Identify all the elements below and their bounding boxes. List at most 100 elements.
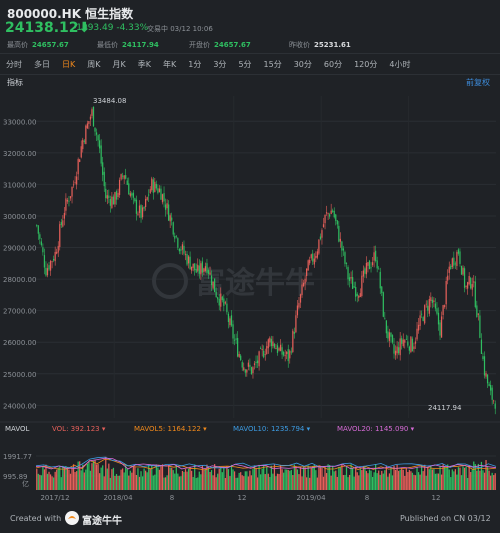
indicator-button[interactable]: 指标 (7, 78, 23, 87)
volume-bar (207, 467, 210, 490)
volume-bar (243, 476, 245, 490)
tab-4[interactable]: 月K (112, 59, 126, 69)
candle-body (361, 275, 363, 297)
volume-bar (122, 468, 124, 490)
candle-body (243, 367, 245, 371)
volume-bar (479, 470, 481, 490)
candle-body (376, 260, 378, 269)
volume-bar (399, 469, 401, 490)
volume-bar (382, 473, 384, 490)
adjust-button[interactable]: 前复权 (466, 78, 490, 87)
x-tick-label: 8 (365, 494, 369, 502)
volume-bar (53, 477, 55, 490)
volume-chart[interactable]: 1991.77 995.89亿 2017/12 2018/04 8 12 2019/04 8 1… (0, 436, 500, 504)
tab-9[interactable]: 5分 (238, 59, 252, 69)
volume-bar (352, 468, 354, 490)
volume-bar (247, 476, 249, 490)
tab-8[interactable]: 3分 (213, 59, 227, 69)
volume-bar (373, 472, 375, 490)
volume-bar (148, 464, 150, 490)
volume-bar (82, 464, 84, 490)
candle-body (184, 253, 187, 255)
volume-bar (189, 466, 191, 490)
volume-bar (402, 469, 404, 490)
candle-body (270, 338, 272, 347)
candle-body (74, 182, 76, 184)
volume-bar (56, 469, 58, 490)
volume-bar (140, 471, 142, 490)
tab-10[interactable]: 15分 (263, 59, 282, 69)
stat-low: 最低价 24117.94 (97, 40, 159, 50)
tab-2[interactable]: 日K (62, 59, 76, 69)
candle-body (128, 183, 130, 195)
volume-title[interactable]: MAVOL (5, 425, 30, 433)
tab-1[interactable]: 多日 (34, 59, 50, 69)
candle-body (204, 266, 207, 271)
tab-12[interactable]: 60分 (323, 59, 343, 69)
candle-body (99, 140, 101, 149)
candle-body (48, 265, 50, 270)
tab-5[interactable]: 季K (137, 59, 151, 69)
volume-bar (338, 466, 340, 490)
volume-bar (290, 469, 292, 490)
volume-bar (414, 475, 417, 490)
volume-bar (180, 476, 182, 490)
candlestick-chart[interactable]: 33000.00 32000.00 31000.00 30000.00 29000.00… (0, 88, 500, 423)
volume-bar (309, 477, 311, 490)
candle-body (336, 220, 338, 225)
candle-body (434, 303, 437, 309)
candle-body (86, 123, 88, 129)
candle-body (359, 293, 361, 297)
candle-body (264, 354, 266, 356)
volume-bar (321, 467, 323, 490)
candle-body (109, 198, 111, 206)
tab-0[interactable]: 分时 (6, 59, 22, 69)
volume-bar (267, 473, 269, 490)
tab-14[interactable]: 4小时 (389, 59, 411, 69)
candle-body (43, 255, 46, 268)
volume-bar (59, 466, 61, 490)
candle-body (132, 192, 134, 198)
tab-6[interactable]: 年K (163, 59, 177, 69)
volume-bar (42, 466, 44, 490)
candle-body (214, 278, 216, 293)
volume-bar (172, 470, 174, 490)
volume-bar (393, 465, 395, 490)
candle-body (263, 350, 265, 358)
volume-series-label: MAVOL5: 1164.122 ▾ (134, 425, 207, 433)
volume-bar (77, 461, 79, 490)
volume-bar (246, 471, 248, 490)
candle-body (230, 315, 233, 326)
volume-bar (430, 466, 432, 490)
stat-open: 开盘价 24657.67 (189, 40, 251, 50)
tab-13[interactable]: 120分 (354, 59, 378, 69)
volume-bar (459, 467, 461, 490)
candle-body (56, 251, 58, 254)
volume-bar (45, 464, 47, 490)
candle-body (255, 361, 257, 363)
volume-bar (126, 468, 128, 490)
candle-body (332, 210, 334, 212)
candle-body (417, 324, 420, 331)
candle-body (224, 302, 226, 304)
volume-bar (114, 475, 116, 490)
tab-7[interactable]: 1分 (188, 59, 202, 69)
candle-body (345, 263, 348, 265)
candle-body (183, 245, 185, 254)
candle-body (490, 384, 492, 391)
tab-11[interactable]: 30分 (293, 59, 312, 69)
candle-body (436, 308, 438, 314)
volume-bar (359, 468, 361, 490)
tab-3[interactable]: 周K (87, 59, 101, 69)
candle-body (80, 146, 82, 158)
candle-body (218, 298, 220, 306)
volume-bar (341, 464, 343, 490)
volume-bar (407, 472, 409, 490)
candle-body (125, 175, 127, 179)
volume-bar (174, 473, 176, 490)
candle-body (122, 175, 124, 177)
candle-body (330, 210, 332, 215)
volume-bar (141, 476, 144, 490)
candle-body (180, 249, 182, 251)
volume-bar (350, 464, 352, 490)
